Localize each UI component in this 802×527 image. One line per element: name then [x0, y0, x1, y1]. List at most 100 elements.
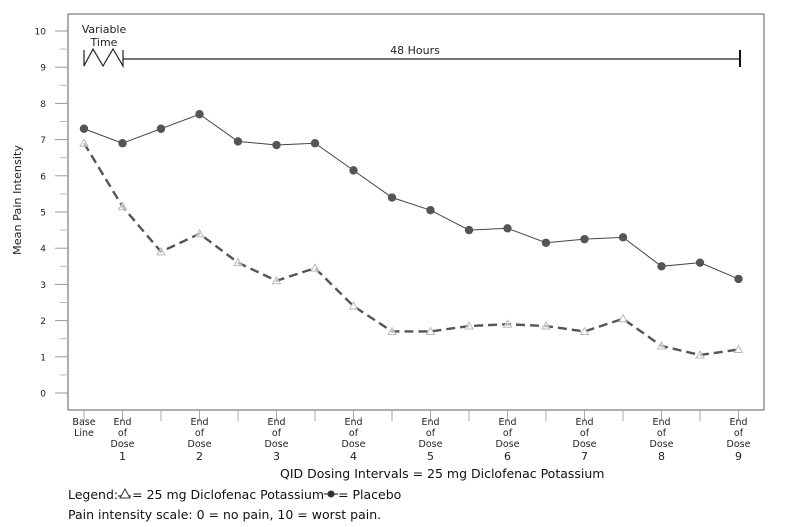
data-point — [464, 321, 474, 330]
x-tick-label-line: 3 — [273, 450, 280, 463]
data-point — [79, 138, 89, 147]
y-tick-label: 4 — [40, 245, 46, 255]
x-tick-label-line: 4 — [350, 450, 357, 463]
series-25-mg-diclofenac-potassium — [79, 138, 744, 359]
data-point — [79, 124, 89, 133]
data-point — [541, 238, 551, 247]
y-tick-label: 9 — [40, 64, 46, 74]
data-point — [387, 326, 397, 335]
x-tick-label-line: End — [344, 417, 362, 428]
y-tick-label: 8 — [40, 100, 46, 110]
x-tick-label-line: Dose — [342, 439, 366, 450]
x-axis: BaseLineEndofDose1EndofDose2EndofDose3En… — [72, 410, 751, 463]
data-point — [579, 326, 590, 335]
x-tick-label-line: Dose — [188, 439, 212, 450]
x-axis-label: QID Dosing Intervals = 25 mg Diclofenac … — [280, 466, 605, 481]
pain-scale-note: Pain intensity scale: 0 = no pain, 10 = … — [68, 507, 382, 522]
x-tick-label-line: Base — [72, 417, 95, 428]
y-tick-label: 10 — [35, 28, 47, 38]
x-tick-label-line: Dose — [650, 439, 674, 450]
series-layer — [79, 110, 744, 359]
data-point — [156, 246, 166, 256]
y-tick-label: 6 — [40, 172, 46, 182]
legend: Legend: = 25 mg Diclofenac Potassium = Pla… — [68, 487, 401, 502]
y-tick-label: 5 — [40, 209, 46, 219]
data-point — [656, 340, 667, 350]
x-tick-label-line: of — [657, 428, 667, 439]
data-point — [695, 349, 705, 359]
series-placebo — [79, 110, 743, 284]
data-point — [734, 274, 743, 284]
x-tick-label-line: End — [498, 417, 516, 428]
data-point — [271, 275, 282, 285]
x-tick-label-line: End — [113, 417, 131, 428]
y-axis-label: Mean Pain Intensity — [11, 145, 24, 255]
x-tick-label-line: 1 — [119, 450, 126, 463]
x-tick-label-line: of — [503, 428, 513, 439]
data-point — [349, 166, 358, 175]
x-tick-label-line: End — [575, 417, 593, 428]
x-tick-label-line: 6 — [504, 450, 511, 463]
data-point — [502, 319, 513, 328]
data-point — [156, 124, 166, 133]
x-tick-label-line: Dose — [419, 439, 443, 450]
plot-frame — [67, 13, 765, 411]
variable-time-label-line1: Variable — [82, 23, 127, 36]
y-axis: 0 1 2 3 4 5 6 7 8 9 10 — [35, 28, 68, 400]
data-point — [233, 137, 243, 146]
x-tick-label-line: End — [267, 417, 285, 428]
x-tick-label-line: 2 — [196, 450, 203, 463]
line-chart: 0 1 2 3 4 5 6 7 8 9 10 Mean Pain Intensity BaseLin… — [11, 13, 765, 463]
data-point — [618, 233, 628, 242]
legend-placebo: = Placebo — [338, 487, 402, 502]
circle-marker-icon — [324, 490, 339, 498]
data-point — [195, 110, 204, 119]
legend-prefix: Legend: — [68, 487, 119, 502]
data-point — [657, 262, 666, 271]
data-point — [348, 301, 359, 310]
x-tick-label-line: of — [734, 428, 744, 439]
y-tick-label: 3 — [40, 281, 46, 291]
y-tick-label: 0 — [40, 390, 46, 400]
data-point — [233, 257, 243, 267]
y-tick-label: 1 — [40, 353, 46, 363]
data-point — [580, 234, 589, 244]
x-tick-label-line: Dose — [496, 439, 520, 450]
data-point — [194, 228, 205, 238]
x-tick-label-line: of — [272, 428, 282, 439]
data-point — [503, 224, 512, 233]
data-point — [387, 193, 397, 202]
variable-time-label-line2: Time — [90, 36, 118, 49]
x-tick-label-line: of — [349, 428, 359, 439]
x-tick-label-line: Dose — [573, 439, 597, 450]
y-tick-label: 2 — [40, 317, 46, 327]
x-tick-label-line: Dose — [111, 439, 135, 450]
data-point — [118, 139, 127, 148]
data-point — [695, 258, 705, 267]
x-tick-label-line: End — [421, 417, 439, 428]
x-tick-label-line: End — [729, 417, 747, 428]
data-point — [541, 321, 551, 330]
series-line — [82, 142, 739, 357]
hours-label: 48 Hours — [390, 44, 440, 57]
y-tick-label: 7 — [40, 136, 46, 146]
data-point — [310, 263, 320, 272]
data-point — [117, 201, 128, 211]
x-tick-label-line: Dose — [265, 439, 289, 450]
x-tick-label-line: 8 — [658, 450, 665, 463]
data-point — [618, 313, 628, 323]
x-tick-label-line: of — [195, 428, 205, 439]
x-tick-label-line: End — [652, 417, 670, 428]
data-point — [425, 326, 436, 335]
time-annotation: Variable Time 48 Hours — [82, 23, 741, 69]
x-tick-label-line: 7 — [581, 450, 588, 463]
